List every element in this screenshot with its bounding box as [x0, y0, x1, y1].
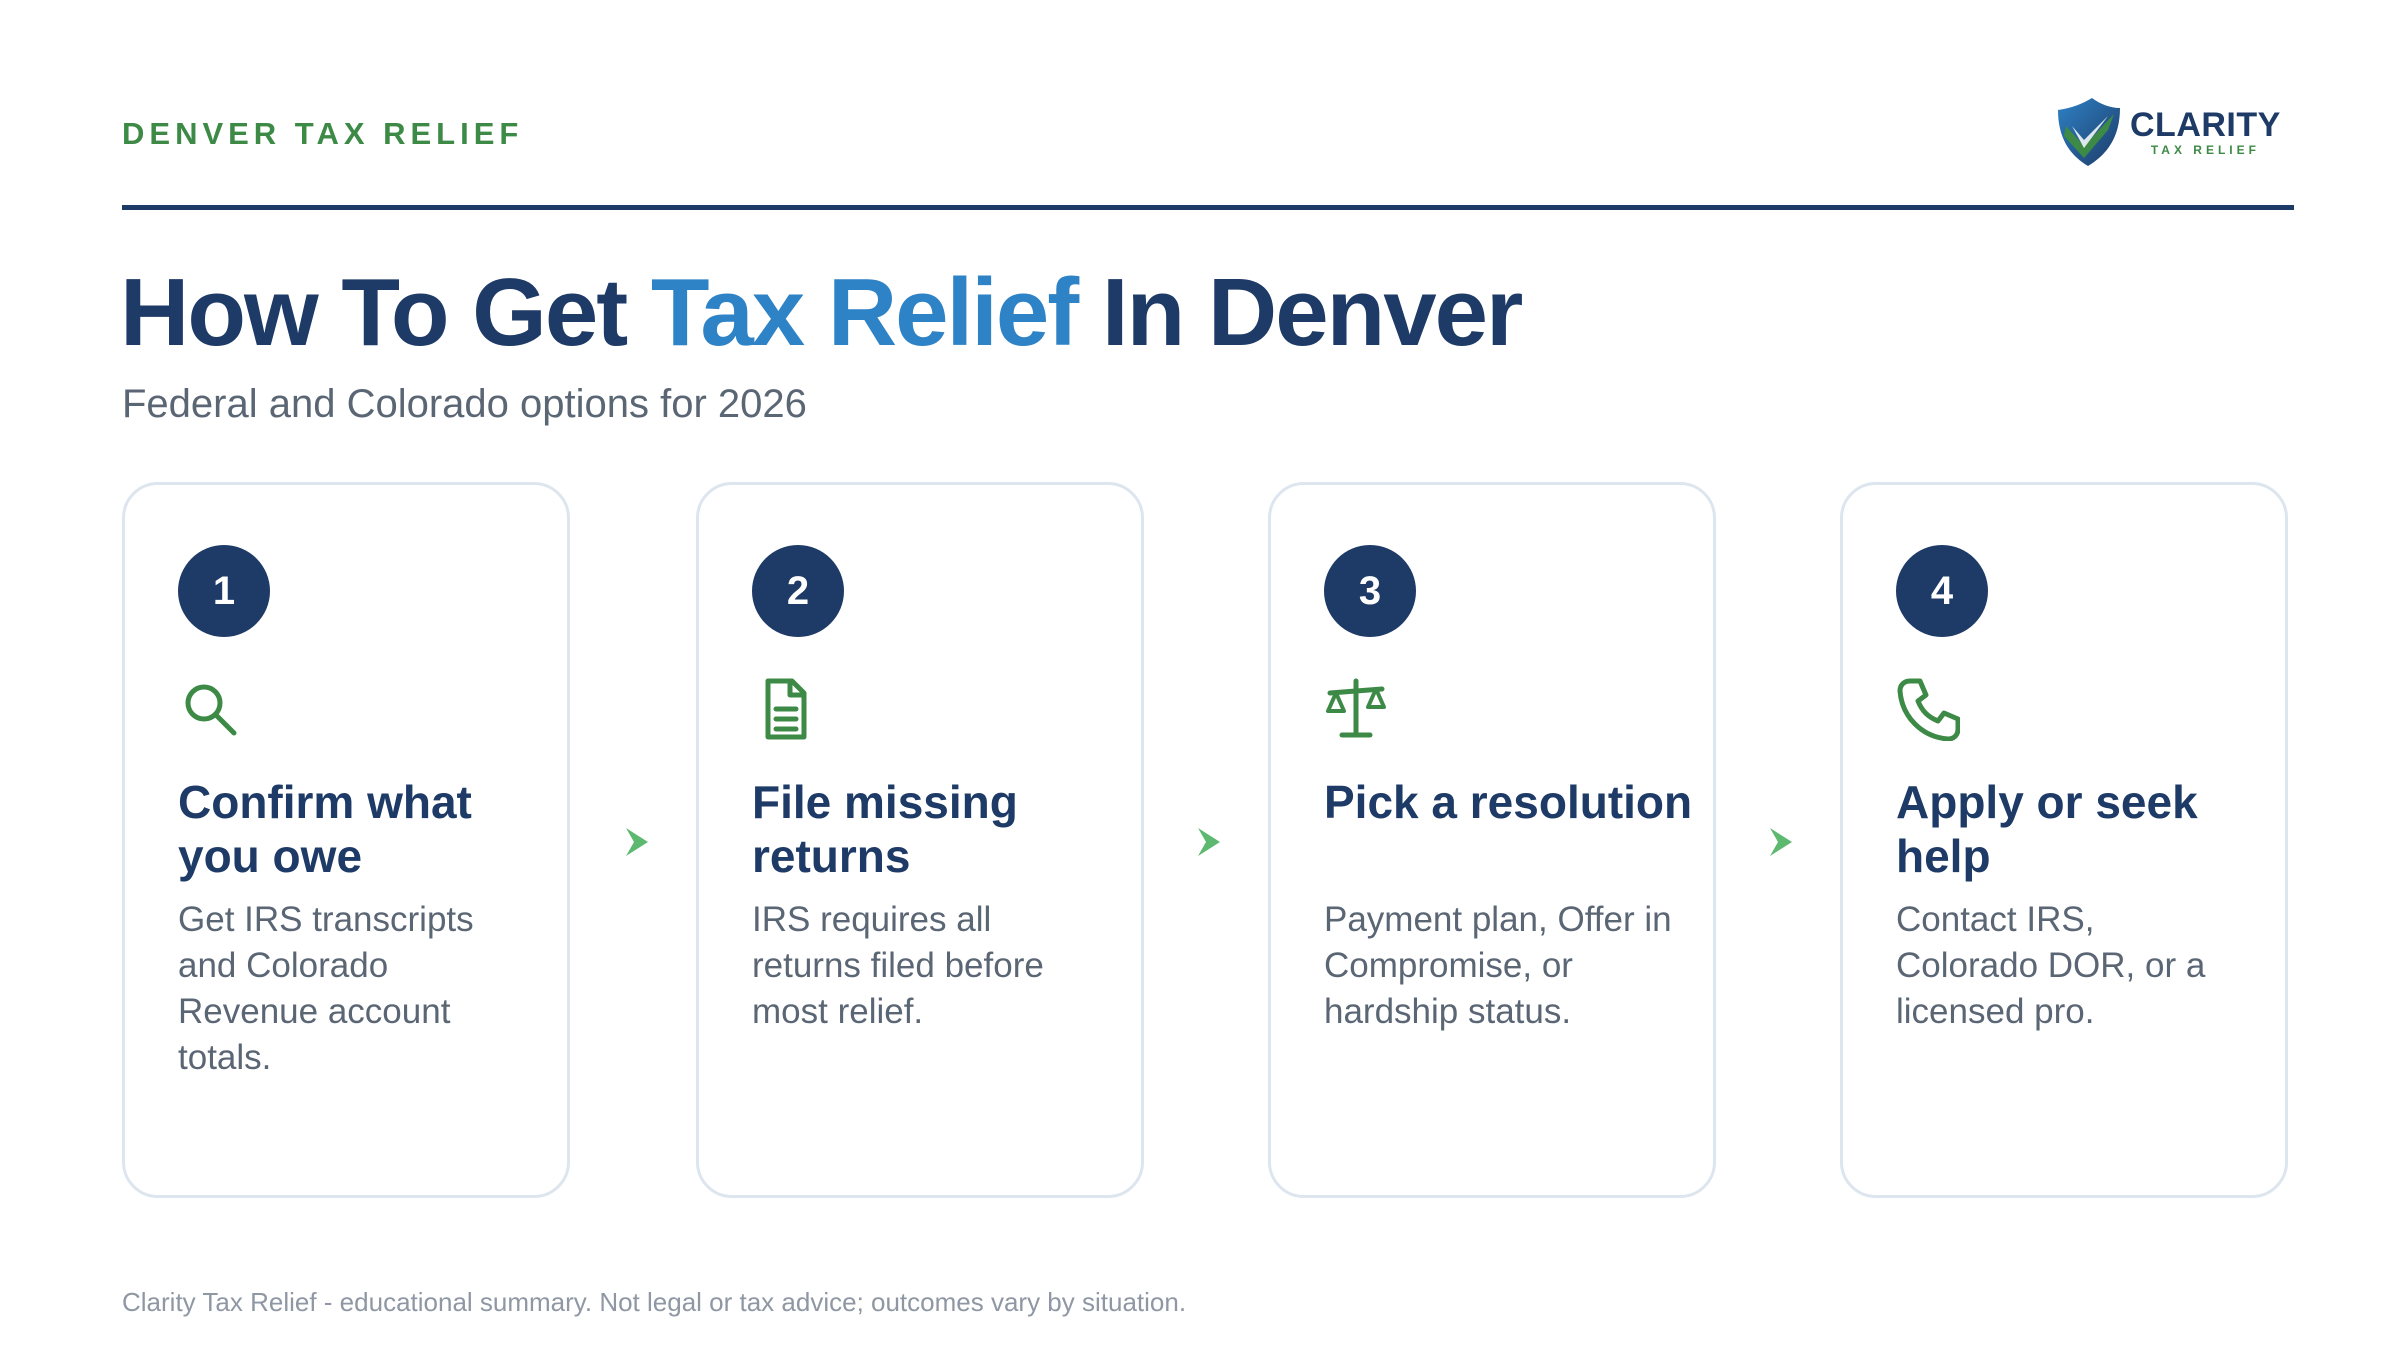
step-description: Payment plan, Offer in Compromise, or ha…: [1324, 900, 1672, 1031]
document-icon: [765, 678, 807, 740]
step-card-3: 3 Pick a resolution Payment plan, Offer …: [1268, 482, 1716, 1198]
phone-icon: [1897, 678, 1960, 741]
title-tail: In Denver: [1077, 259, 1523, 366]
step-card-4: 4 Apply or seek help Contact IRS, Colora…: [1840, 482, 2288, 1198]
step-title: Confirm what you owe: [178, 776, 472, 882]
chevron-right-icon: [1198, 828, 1220, 856]
step-title: Apply or seek help: [1896, 776, 2198, 882]
logo-tagline: TAX RELIEF: [2150, 143, 2260, 157]
page-title: How To Get Tax Relief In Denver: [120, 258, 1523, 368]
step-number-badge: 3: [1324, 545, 1416, 637]
footer-disclaimer: Clarity Tax Relief - educational summary…: [122, 1287, 1187, 1317]
chevron-right-icon: [1770, 828, 1792, 856]
logo-name: CLARITY: [2130, 106, 2281, 144]
search-icon: [185, 684, 237, 736]
eyebrow-label: DENVER TAX RELIEF: [122, 116, 524, 151]
title-lead: How To Get: [120, 259, 651, 366]
shield-check-icon: [2058, 98, 2120, 166]
step-number-badge: 4: [1896, 545, 1988, 637]
chevron-right-icon: [626, 828, 648, 856]
step-title: File missing returns: [752, 776, 1018, 882]
step-description: IRS requires all returns filed before mo…: [752, 900, 1044, 1031]
step-number-badge: 2: [752, 545, 844, 637]
header-divider: [122, 205, 2294, 210]
step-title: Pick a resolution: [1324, 776, 1693, 828]
step-number-badge: 1: [178, 545, 270, 637]
title-accent: Tax Relief: [650, 259, 1079, 366]
clarity-logo: CLARITY TAX RELIEF: [2052, 96, 2292, 168]
step-description: Get IRS transcripts and Colorado Revenue…: [178, 900, 474, 1077]
step-card-1: 1 Confirm what you owe Get IRS transcrip…: [122, 482, 570, 1198]
step-description: Contact IRS, Colorado DOR, or a licensed…: [1896, 900, 2206, 1031]
page-subtitle: Federal and Colorado options for 2026: [122, 382, 807, 426]
scale-icon: [1326, 678, 1386, 738]
step-card-2: 2 File missing returns IRS requires all …: [696, 482, 1144, 1198]
